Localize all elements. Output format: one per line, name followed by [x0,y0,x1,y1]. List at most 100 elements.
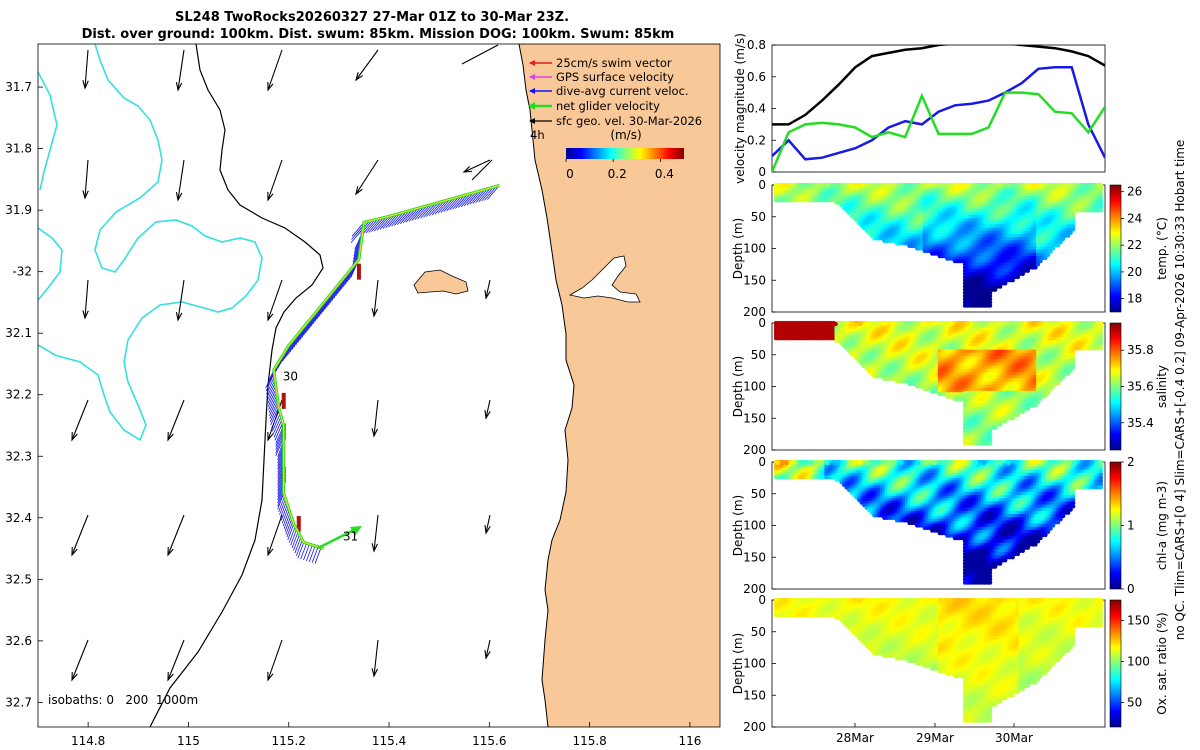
geo-arrow [84,159,89,199]
current-vector [265,373,275,392]
current-vector [273,419,283,438]
map-y-tick-label: 32.2 [5,388,32,402]
surface-dot [775,183,781,189]
geo-arrow [71,399,89,441]
geo-arrowhead [462,165,473,173]
map-y-tick-label: 32.6 [5,634,32,648]
current-vector [431,200,445,216]
current-vector [267,388,277,407]
geo-arrow [84,49,89,89]
geo-arrow [373,279,379,317]
colorbar-tick-label: 0.4 [655,167,674,181]
surface-dot [1014,183,1019,189]
section-y-tick-label: 150 [743,273,766,287]
section-dot [988,303,993,308]
current-vector [391,211,404,227]
surface-dot [849,183,855,189]
current-vector [373,216,387,232]
current-vector [351,225,364,240]
current-vector [472,189,486,204]
surface-dot [981,183,986,189]
map-y-tick-label: 32.4 [5,511,32,525]
current-vector [437,199,451,214]
current-vector [279,498,286,515]
current-vector [365,218,379,234]
legend-item-dive-avg: dive-avg current veloc. [529,84,689,98]
section-y-label: Depth (m) [731,356,745,417]
section-y-tick-label: 50 [751,210,766,224]
geo-arrowhead [167,671,174,682]
vel-series-blue [772,65,1105,161]
vel-y-tick-label: 0.8 [747,38,766,52]
geo-arrowhead [267,311,274,322]
map-y-tick-label: 31.7 [5,80,32,94]
map-colorbar-ticks: 0 0.2 0.4 [565,159,674,181]
current-vector [280,504,288,521]
geo-arrowhead [175,192,183,202]
surface-dot [833,183,838,189]
geo-arrow [485,639,491,659]
current-vector [463,191,477,207]
geo-arrow [167,514,185,556]
map-y-tick-label: -32 [12,265,32,279]
surface-dot [1096,183,1102,189]
legend-label-swim: 25cm/s swim vector [556,56,672,70]
geostrophic-arrows [71,44,499,682]
map-x-tick-label: 115.4 [372,734,406,748]
vel-y-tick-label: 0.2 [747,133,766,147]
current-vector [283,512,291,529]
geo-arrow [267,279,283,321]
current-vector [303,544,310,561]
section-colorbar-tick-label: 26 [1127,185,1142,199]
map-x-tick-label: 115.2 [272,734,306,748]
section-y-tick-label: 0 [758,316,766,330]
current-vector [443,197,457,212]
current-vector [475,188,489,204]
surface-dot [1072,183,1077,189]
current-vector [487,185,500,200]
surface-dot [998,183,1003,189]
current-vector [368,218,381,233]
geo-arrow [267,159,283,201]
current-vector [280,501,287,518]
geo-arrowhead [355,186,363,196]
swim-vector [296,515,301,532]
current-vector [382,214,396,229]
vel-y-label: velocity magnitude (m/s) [733,33,747,184]
surface-dot [1047,183,1052,189]
surface-dot [989,183,995,189]
section-y-tick-label: 50 [751,348,766,362]
section-y-tick-label: 100 [743,380,766,394]
surface-dot [816,183,822,189]
surface-dot [940,183,945,189]
vel-y-tick-label: 0.4 [747,102,766,116]
current-vector [411,206,425,221]
surface-dot [874,183,879,189]
surface-dot [907,183,912,189]
current-vector [466,190,480,206]
geo-arrowhead [267,81,274,92]
geo-arrow [177,279,185,321]
colorbar-label: (m/s) [610,128,641,142]
map-colorbar [566,148,684,159]
geo-arrowhead [167,546,174,557]
geo-arrowhead [484,524,491,535]
surface-dot [1030,183,1036,189]
section-dot [988,441,993,446]
current-vector [455,194,468,209]
surface-dot [1080,183,1085,189]
current-vector [282,509,290,527]
map-title-line2: Dist. over ground: 100km. Dist. swum: 85… [82,27,675,42]
current-vector [350,228,364,243]
current-vector [266,379,276,398]
geo-arrow [485,399,491,419]
current-vector [434,199,448,215]
surface-dot [784,183,789,189]
current-vector [446,196,460,212]
section-y-tick-label: 0 [758,178,766,192]
current-vector [408,207,422,222]
legend-note-4h: 4h [530,128,545,142]
